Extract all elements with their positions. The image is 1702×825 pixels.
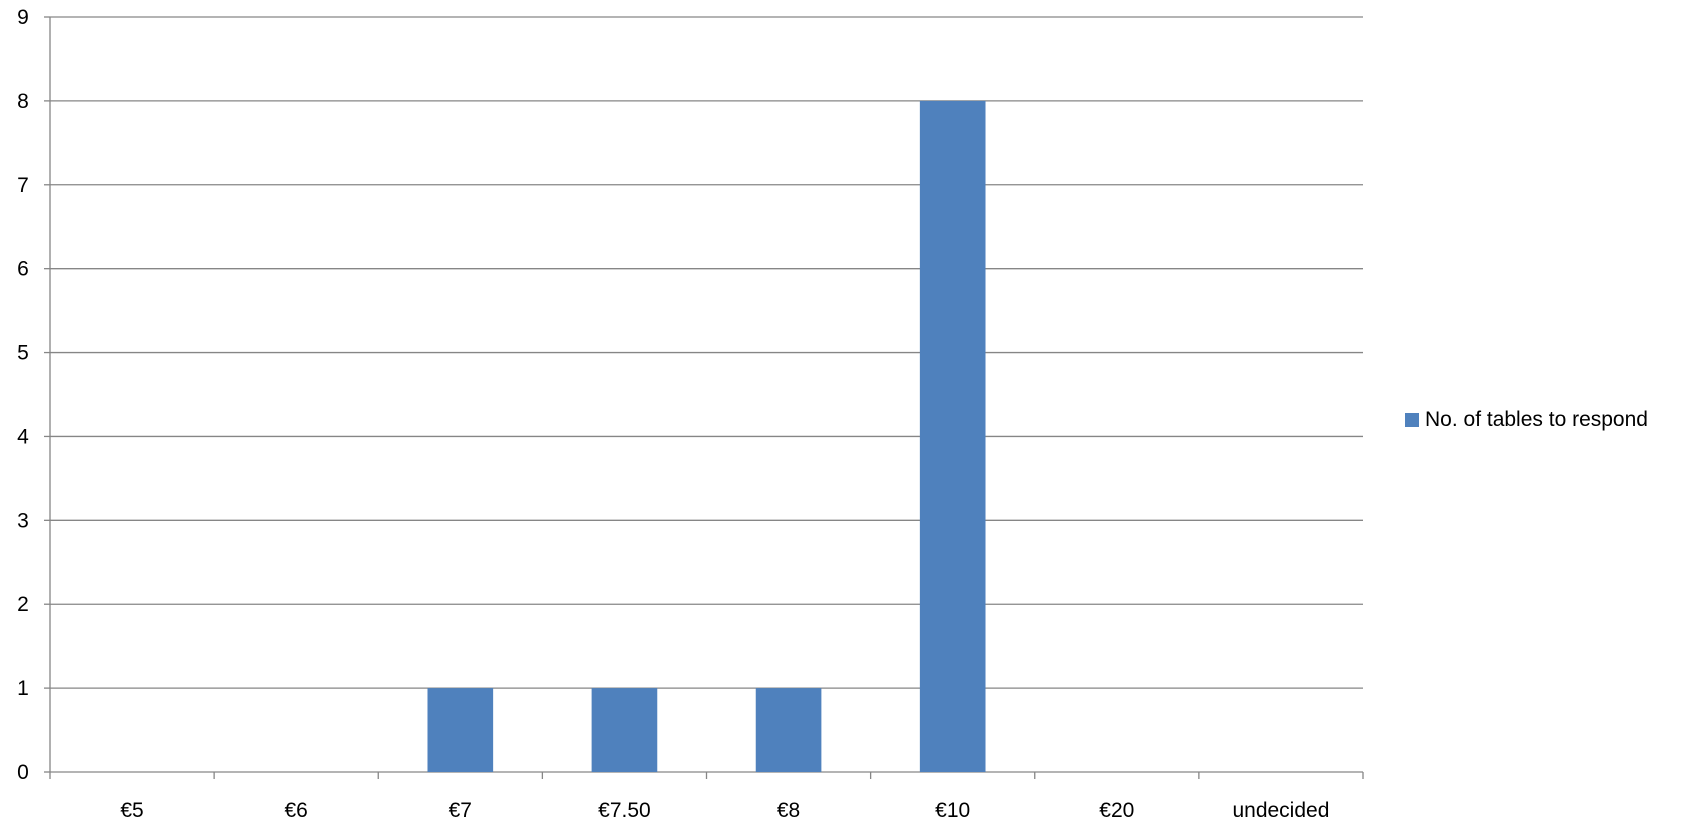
legend-label: No. of tables to respond <box>1425 408 1648 431</box>
y-tick-label: 8 <box>17 90 29 113</box>
x-axis-tick-labels: €5 €6 €7 €7.50 €8 €10 €20 undecided <box>120 799 1329 822</box>
bars <box>427 100 986 772</box>
axes <box>44 16 1364 779</box>
x-tick-label: undecided <box>1232 799 1329 822</box>
legend: No. of tables to respond <box>1405 408 1648 432</box>
bar <box>919 100 986 772</box>
y-tick-label: 6 <box>17 258 29 281</box>
x-tick-label: €7.50 <box>598 799 651 822</box>
y-tick-label: 0 <box>17 761 29 784</box>
gridlines <box>50 16 1363 689</box>
y-tick-label: 7 <box>17 174 29 197</box>
y-tick-label: 5 <box>17 342 29 365</box>
x-tick-label: €5 <box>120 799 143 822</box>
y-tick-label: 1 <box>17 677 29 700</box>
y-tick-label: 9 <box>17 6 29 29</box>
y-tick-label: 4 <box>17 425 29 448</box>
bar <box>427 688 494 772</box>
x-tick-label: €8 <box>777 799 800 822</box>
bar <box>755 688 822 772</box>
legend-swatch <box>1405 413 1419 427</box>
x-tick-label: €6 <box>285 799 308 822</box>
y-tick-label: 2 <box>17 593 29 616</box>
x-tick-label: €10 <box>935 799 970 822</box>
bar <box>591 688 658 772</box>
x-tick-label: €20 <box>1099 799 1134 822</box>
x-tick-label: €7 <box>449 799 472 822</box>
y-axis-tick-labels: 0 1 2 3 4 5 6 7 8 9 <box>17 6 29 784</box>
y-tick-label: 3 <box>17 509 29 532</box>
